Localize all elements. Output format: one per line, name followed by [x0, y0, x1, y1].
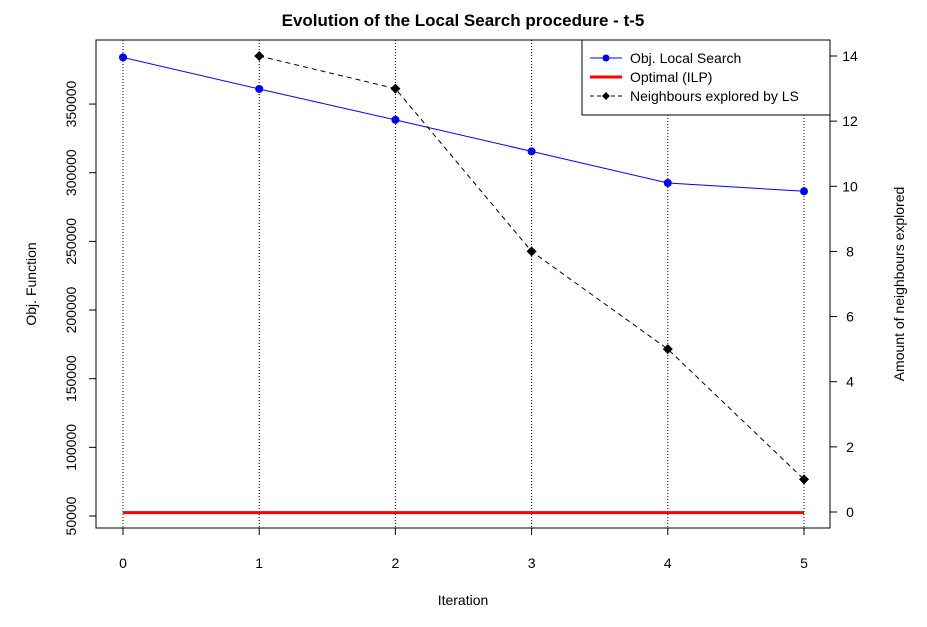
series-0-point-5 — [800, 187, 808, 196]
y2-tick-label-6: 12 — [842, 113, 858, 129]
series-0-point-4 — [663, 179, 672, 188]
legend-label-optimal: Optimal (ILP) — [630, 69, 712, 85]
y-axis-right: 0 2 4 6 8 10 12 14 — [830, 48, 858, 520]
y2-tick-label-2: 4 — [846, 374, 854, 390]
series-2-point-4 — [799, 474, 809, 485]
y-tick-label-5: 300000 — [63, 149, 79, 196]
series-0-point-1 — [255, 84, 264, 93]
x-axis-label: Iteration — [438, 592, 489, 608]
y-tick-label-0: 50000 — [63, 496, 79, 535]
series-2-point-3 — [662, 344, 673, 355]
y-tick-label-3: 200000 — [63, 286, 79, 333]
plot-frame — [95, 39, 831, 529]
y-axis-left: 50000 100000 150000 200000 250000 300000 35000… — [63, 80, 96, 535]
series-2-point-2 — [526, 246, 537, 257]
y2-tick-label-0: 0 — [846, 504, 854, 520]
y2-tick-label-1: 2 — [846, 439, 854, 455]
legend-label-local-search: Obj. Local Search — [630, 50, 741, 66]
x-tick-label-3: 3 — [528, 555, 536, 571]
chart-title: Evolution of the Local Search procedure … — [282, 11, 645, 30]
series-line-0 — [122, 56, 805, 192]
x-tick-label-2: 2 — [392, 555, 400, 571]
y2-tick-label-3: 6 — [846, 309, 854, 325]
y-axis-label: Obj. Function — [23, 242, 39, 325]
series-2-point-1 — [390, 83, 401, 94]
series-2-point-0 — [254, 51, 265, 61]
legend-label-neighbours: Neighbours explored by LS — [630, 88, 799, 104]
y-tick-label-4: 250000 — [63, 218, 79, 265]
x-tick-label-5: 5 — [800, 555, 808, 571]
series-0-point-0 — [119, 53, 127, 62]
x-axis: 0 1 2 3 4 5 — [119, 528, 808, 571]
x-tick-label-0: 0 — [119, 555, 127, 571]
x-tick-label-4: 4 — [664, 555, 672, 571]
series-0-point-2 — [391, 115, 400, 124]
y-tick-label-2: 150000 — [63, 355, 79, 402]
legend-box — [581, 39, 831, 116]
legend: Obj. Local Search Optimal (ILP) Neighbou… — [581, 39, 831, 116]
x-tick-label-1: 1 — [255, 555, 263, 571]
y-tick-label-6: 350000 — [63, 80, 79, 127]
y2-tick-label-7: 14 — [842, 48, 858, 64]
vertical-gridlines — [122, 40, 805, 528]
series-layer — [119, 51, 809, 515]
legend-marker-local-search — [602, 54, 610, 62]
y2-tick-label-5: 10 — [842, 178, 858, 194]
series-0-point-3 — [527, 147, 536, 156]
legend-marker-neighbours — [602, 92, 610, 100]
y-tick-label-1: 100000 — [63, 424, 79, 471]
y2-tick-label-4: 8 — [846, 243, 854, 259]
y2-axis-label: Amount of neighbours explored — [891, 187, 907, 382]
